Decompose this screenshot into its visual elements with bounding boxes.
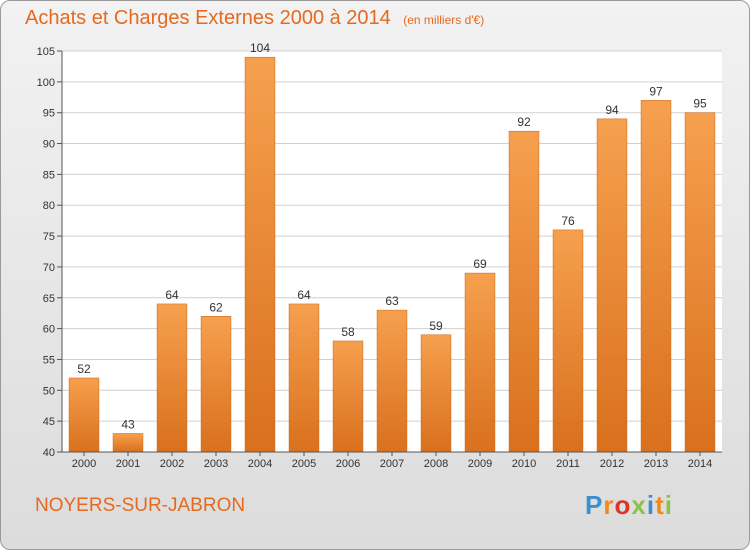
bar-value-label: 64 — [165, 288, 179, 302]
logo-letter: o — [614, 490, 632, 520]
bar-2002 — [156, 303, 188, 453]
bar-value-label: 69 — [473, 257, 487, 271]
bar-2008 — [420, 334, 452, 453]
bar-2000 — [68, 377, 100, 453]
x-tick-label: 2011 — [556, 458, 580, 470]
bar-2006 — [332, 340, 364, 453]
y-tick-label: 40 — [43, 447, 55, 459]
logo-letter: i — [646, 490, 656, 520]
proxiti-logo: Proxiti — [585, 490, 673, 521]
x-tick-label: 2008 — [424, 458, 448, 470]
bar-value-label: 59 — [429, 319, 443, 333]
chart-title-text: Achats et Charges Externes 2000 à 2014 — [25, 7, 391, 29]
logo-letter: i — [664, 490, 673, 520]
bar-2011 — [552, 229, 584, 453]
bar-value-label: 97 — [649, 84, 663, 98]
bar-value-label: 63 — [385, 294, 399, 308]
y-tick-label: 90 — [43, 139, 55, 151]
y-tick-label: 65 — [43, 293, 55, 305]
x-tick-label: 2014 — [688, 458, 712, 470]
bar-2010 — [508, 130, 540, 453]
bar-value-label: 52 — [77, 362, 91, 376]
bar-value-label: 104 — [250, 41, 270, 55]
x-tick-label: 2007 — [380, 458, 404, 470]
commune-name: NOYERS-SUR-JABRON — [35, 495, 246, 516]
x-tick-label: 2006 — [336, 458, 360, 470]
bar-value-label: 58 — [341, 325, 355, 339]
y-tick-label: 100 — [37, 77, 55, 89]
logo-letter: r — [603, 490, 615, 520]
x-tick-label: 2002 — [160, 458, 184, 470]
x-tick-label: 2005 — [292, 458, 316, 470]
y-tick-label: 45 — [43, 416, 55, 428]
y-tick-label: 95 — [43, 108, 55, 120]
bar-2012 — [596, 118, 628, 453]
chart-title: Achats et Charges Externes 2000 à 2014 (… — [25, 7, 484, 30]
y-tick-label: 55 — [43, 354, 55, 366]
bar-2004 — [244, 56, 276, 453]
x-tick-label: 2003 — [204, 458, 228, 470]
y-tick-label: 60 — [43, 324, 55, 336]
y-tick-label: 50 — [43, 385, 55, 397]
bars: 52 43 64 62 104 64 58 63 59 69 92 76 94 97 95 — [68, 41, 716, 453]
bar-value-label: 76 — [561, 214, 575, 228]
bar-2005 — [288, 303, 320, 453]
y-axis: 40 45 50 55 60 65 70 75 80 85 90 95 100 105 — [37, 46, 63, 459]
x-tick-label: 2009 — [468, 458, 492, 470]
x-tick-label: 2013 — [644, 458, 668, 470]
x-tick-label: 2004 — [248, 458, 272, 470]
x-tick-label: 2010 — [512, 458, 536, 470]
y-tick-label: 105 — [37, 46, 55, 58]
bar-value-label: 95 — [693, 97, 707, 111]
y-tick-label: 80 — [43, 200, 55, 212]
y-tick-label: 75 — [43, 231, 55, 243]
bar-2013 — [640, 100, 672, 453]
bar-value-label: 92 — [517, 115, 531, 129]
logo-letter: P — [585, 490, 604, 520]
logo-letter: x — [631, 490, 647, 520]
bar-value-label: 43 — [121, 417, 135, 431]
x-tick-label: 2001 — [116, 458, 140, 470]
bar-2014 — [684, 112, 716, 453]
bar-value-label: 62 — [209, 300, 223, 314]
bar-value-label: 64 — [297, 288, 311, 302]
bar-value-label: 94 — [605, 103, 619, 117]
x-axis: 2000 2001 2002 2003 2004 2005 2006 2007 2008 2009… — [62, 451, 722, 470]
bar-2001 — [112, 433, 144, 453]
bar-2009 — [464, 272, 496, 453]
bar-2003 — [200, 316, 232, 453]
chart-subtitle: (en milliers d'€) — [403, 13, 485, 27]
bar-2007 — [376, 309, 408, 453]
y-tick-label: 70 — [43, 262, 55, 274]
logo-letter: t — [655, 490, 665, 520]
x-tick-label: 2000 — [72, 458, 96, 470]
x-tick-label: 2012 — [600, 458, 624, 470]
y-tick-label: 85 — [43, 169, 55, 181]
